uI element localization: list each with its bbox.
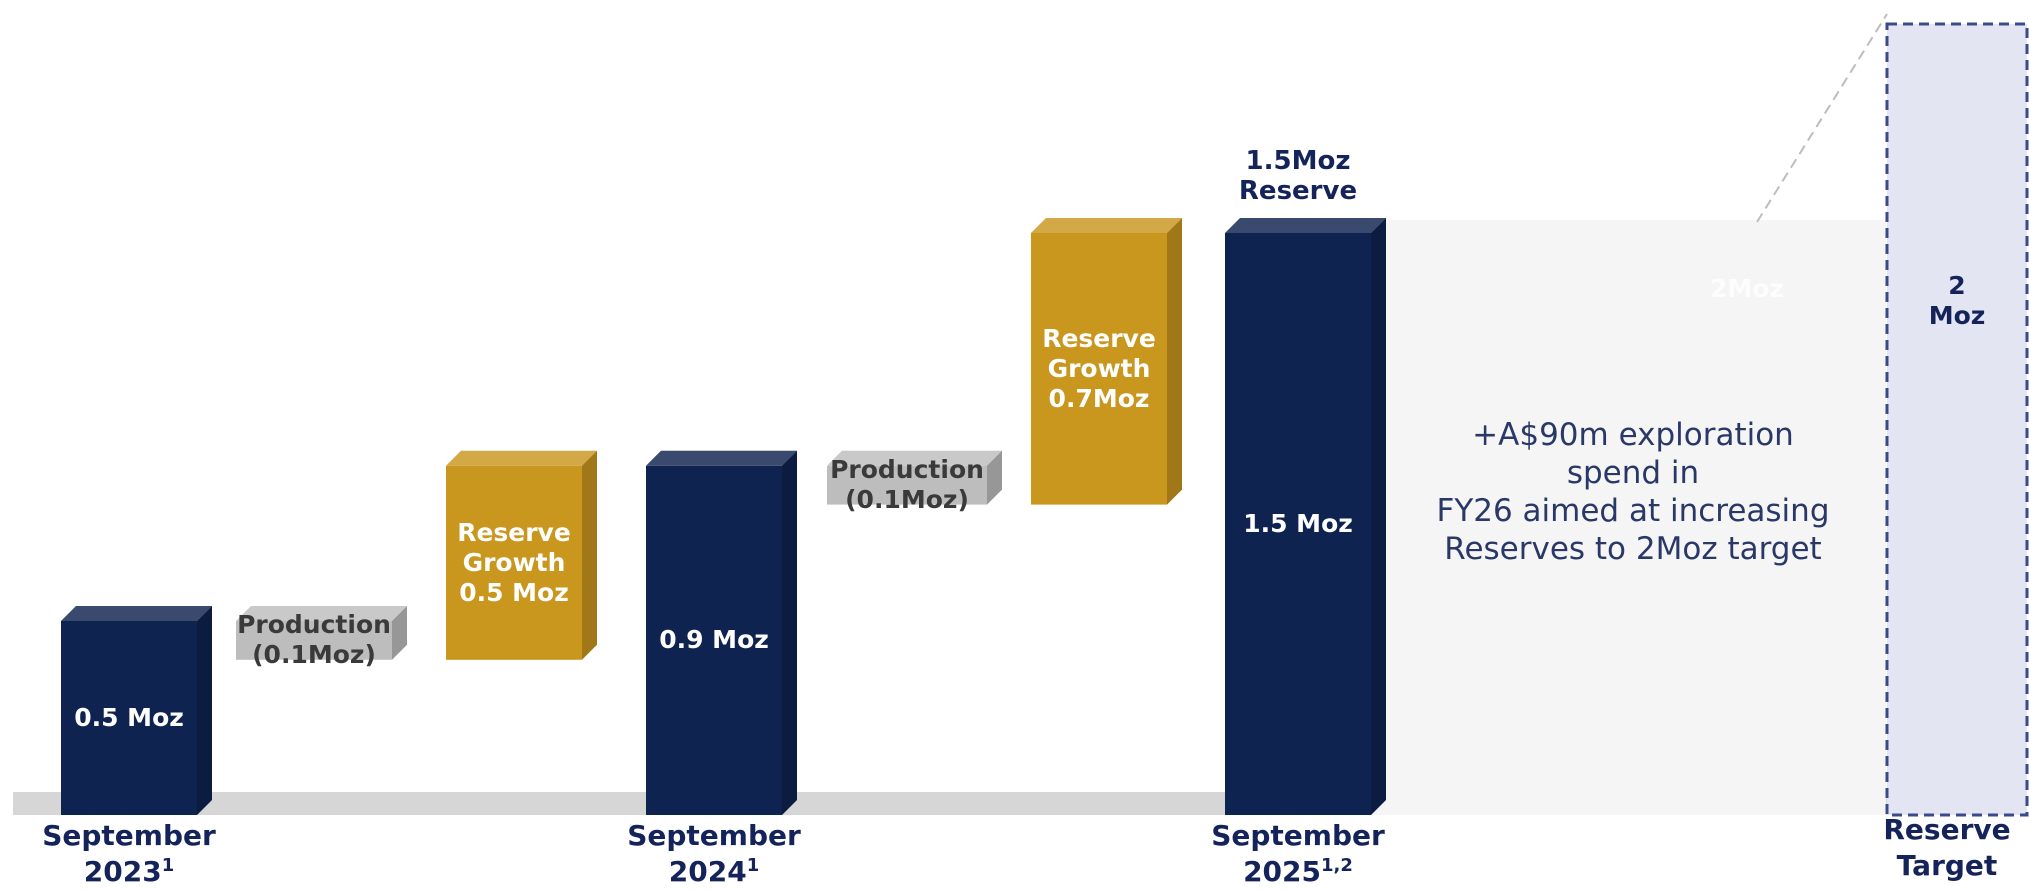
bar-side-shade	[1371, 218, 1386, 815]
bar-side	[987, 450, 1002, 505]
bar-top	[1031, 218, 1182, 233]
bar	[1225, 233, 1371, 815]
bar-side-shade	[1167, 218, 1182, 505]
bar-top-shade	[646, 450, 797, 466]
bar-top	[827, 450, 1002, 466]
x-category-label: September 20251,2	[1211, 818, 1385, 890]
x-category-label: September 20231	[42, 818, 216, 890]
bar-side-shade	[197, 606, 212, 815]
exploration-note: +A$90m exploration spend in FY26 aimed a…	[1436, 417, 1830, 567]
bar-top	[446, 450, 597, 466]
bar-side-shade	[582, 450, 597, 660]
bar-label: 0.9 Moz	[659, 625, 769, 655]
bar	[236, 621, 392, 660]
bar-side-shade	[392, 606, 407, 660]
bar	[1031, 233, 1167, 505]
category-text: September 2024	[627, 819, 801, 888]
bar-side	[582, 450, 597, 660]
bar-side	[392, 606, 407, 660]
footnote-mark: 1	[161, 855, 175, 876]
bar-top-shade	[1225, 218, 1386, 233]
target-bar	[1885, 22, 2029, 817]
bar	[61, 621, 197, 815]
gap-area	[1372, 220, 1886, 815]
bar-label: 0.5 Moz	[74, 703, 184, 732]
reserve-annotation: 1.5Moz Reserve	[1238, 146, 1358, 206]
bar-side-shade	[782, 450, 797, 815]
bar-label: Production (0.1Moz)	[237, 610, 391, 670]
category-text: September 2025	[1211, 819, 1385, 888]
bar-top-shade	[236, 606, 407, 621]
bar-label: 1.5 Moz	[1243, 509, 1353, 538]
bar-top-shade	[827, 450, 1002, 466]
bar-top-shade	[61, 606, 212, 621]
guide-line	[1756, 13, 1888, 223]
bar-top	[61, 606, 212, 621]
x-category-label: September 20241	[627, 818, 801, 890]
bar-side	[782, 450, 797, 815]
bar-top	[236, 606, 407, 621]
bar-top	[1225, 218, 1386, 233]
footnote-mark: 1,2	[1321, 855, 1353, 876]
bar-top-shade	[446, 450, 597, 466]
bar-label: Production (0.1Moz)	[830, 455, 984, 515]
bar	[646, 465, 782, 815]
bar	[446, 465, 582, 660]
bar-side	[197, 606, 212, 815]
bar-top	[646, 450, 797, 466]
category-text: September 2023	[42, 819, 216, 888]
bar	[827, 465, 987, 505]
bar-label: Reserve Growth 0.7Moz	[1042, 323, 1156, 413]
category-text: Reserve Target	[1883, 813, 2011, 882]
ghost-label: 2Moz	[1710, 274, 1784, 303]
bar-side	[1371, 218, 1386, 815]
bar-side-shade	[987, 450, 1002, 505]
bar-label: 2 Moz	[1928, 271, 1986, 330]
bar-side	[1167, 218, 1182, 505]
footnote-mark: 1	[746, 855, 760, 876]
x-category-label: Reserve Target	[1883, 812, 2010, 884]
bar-top-shade	[1031, 218, 1182, 233]
bar-label: Reserve Growth 0.5 Moz	[457, 517, 571, 607]
